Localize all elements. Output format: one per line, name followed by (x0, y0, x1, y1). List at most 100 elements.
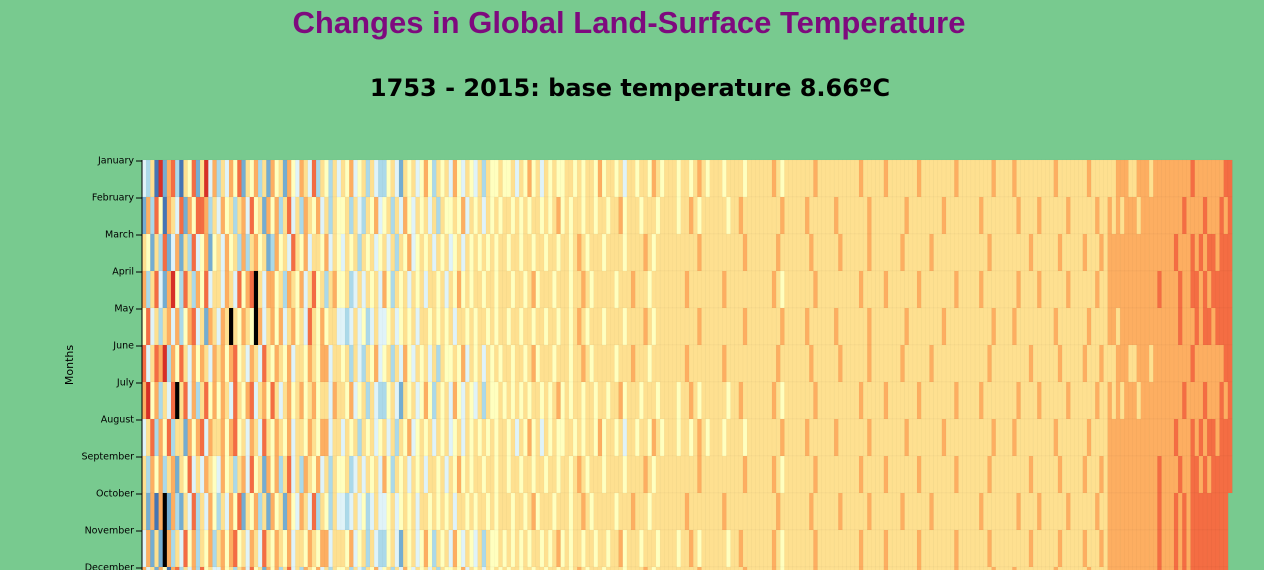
heatmap-cell (1211, 566, 1216, 570)
heatmap-cell (448, 307, 454, 346)
heatmap-cell (920, 455, 926, 494)
heatmap-cell (862, 196, 868, 235)
heatmap-cell (154, 344, 160, 383)
heatmap-cell (299, 529, 305, 568)
heatmap-cell (945, 196, 951, 235)
heatmap-cell (174, 455, 180, 494)
heatmap-cell (916, 307, 922, 346)
heatmap-cell (394, 159, 400, 198)
heatmap-cell (750, 492, 756, 531)
heatmap-cell (1182, 233, 1187, 272)
heatmap-cell (809, 344, 814, 383)
heatmap-cell (332, 381, 338, 420)
heatmap-cell (261, 529, 267, 568)
heatmap-cell (846, 233, 852, 272)
heatmap-cell (572, 529, 578, 568)
heatmap-cell (150, 455, 155, 494)
heatmap-cell (261, 492, 267, 531)
heatmap-cell (721, 381, 727, 420)
heatmap-cell (730, 344, 736, 383)
heatmap-cell (597, 270, 603, 309)
heatmap-cell (589, 307, 595, 346)
heatmap-cell (224, 381, 230, 420)
heatmap-cell (1198, 233, 1204, 272)
heatmap-cell (527, 307, 533, 346)
heatmap-cell (245, 196, 251, 235)
heatmap-cell (1211, 418, 1216, 457)
heatmap-cell (448, 344, 454, 383)
heatmap-cell (1028, 344, 1034, 383)
heatmap-cell (784, 492, 790, 531)
heatmap-cell (1119, 381, 1125, 420)
heatmap-cell (784, 196, 790, 235)
heatmap-cell (1036, 566, 1042, 570)
heatmap-cell (1144, 381, 1150, 420)
heatmap-cell (402, 381, 408, 420)
heatmap-cell (365, 492, 371, 531)
heatmap-cell (290, 566, 296, 570)
chart-subtitle: 1753 - 2015: base temperature 8.66ºC (370, 74, 890, 102)
heatmap-cell (1107, 566, 1113, 570)
heatmap-cell (572, 159, 578, 198)
heatmap-cell (212, 344, 218, 383)
heatmap-cell (1169, 418, 1175, 457)
heatmap-cell (220, 233, 226, 272)
heatmap-cell (775, 344, 781, 383)
heatmap-cell (377, 566, 383, 570)
heatmap-cell (1049, 492, 1055, 531)
heatmap-cell (154, 566, 160, 570)
heatmap-cell (581, 566, 587, 570)
heatmap-cell (1177, 418, 1183, 457)
heatmap-cell (1024, 270, 1030, 309)
heatmap-cell (1007, 233, 1013, 272)
heatmap-cell (1057, 196, 1063, 235)
heatmap-cell (510, 233, 516, 272)
heatmap-cell (614, 233, 620, 272)
heatmap-cell (473, 344, 479, 383)
heatmap-cell (1111, 270, 1117, 309)
heatmap-cell (1032, 233, 1038, 272)
heatmap-cell (336, 566, 342, 570)
heatmap-cell (954, 307, 960, 346)
heatmap-cell (929, 270, 935, 309)
heatmap-cell (237, 159, 243, 198)
heatmap-cell (896, 270, 901, 309)
heatmap-cell (220, 492, 226, 531)
heatmap-cell (1202, 307, 1208, 346)
heatmap-cell (1165, 381, 1171, 420)
heatmap-cell (1119, 566, 1125, 570)
heatmap-cell (833, 418, 839, 457)
heatmap-cell (780, 566, 785, 570)
heatmap-cell (891, 381, 897, 420)
heatmap-cell (1215, 344, 1221, 383)
heatmap-cell (249, 529, 255, 568)
heatmap-cell (755, 455, 761, 494)
heatmap-cell (174, 270, 180, 309)
heatmap-cell (1136, 196, 1142, 235)
heatmap-cell (440, 344, 446, 383)
heatmap-cell (286, 418, 292, 457)
heatmap-cell (1215, 307, 1221, 346)
heatmap-cell (697, 270, 703, 309)
heatmap-cell (688, 307, 694, 346)
heatmap-cell (1165, 455, 1171, 494)
heatmap-cell (183, 381, 189, 420)
heatmap-cell (954, 492, 960, 531)
heatmap-cell (800, 566, 806, 570)
heatmap-cell (999, 455, 1005, 494)
heatmap-cell (415, 233, 421, 272)
heatmap-cell (659, 344, 665, 383)
heatmap-cell (941, 418, 947, 457)
heatmap-cell (974, 307, 980, 346)
heatmap-cell (1128, 455, 1134, 494)
heatmap-cell (622, 381, 628, 420)
heatmap-cell (585, 159, 591, 198)
heatmap-cell (692, 418, 698, 457)
heatmap-cell (891, 529, 897, 568)
heatmap-cell (585, 529, 591, 568)
heatmap-cell (581, 196, 587, 235)
heatmap-cell (469, 566, 475, 570)
heatmap-cell (270, 381, 276, 420)
heatmap-cell (1161, 344, 1167, 383)
heatmap-cell (1074, 566, 1080, 570)
